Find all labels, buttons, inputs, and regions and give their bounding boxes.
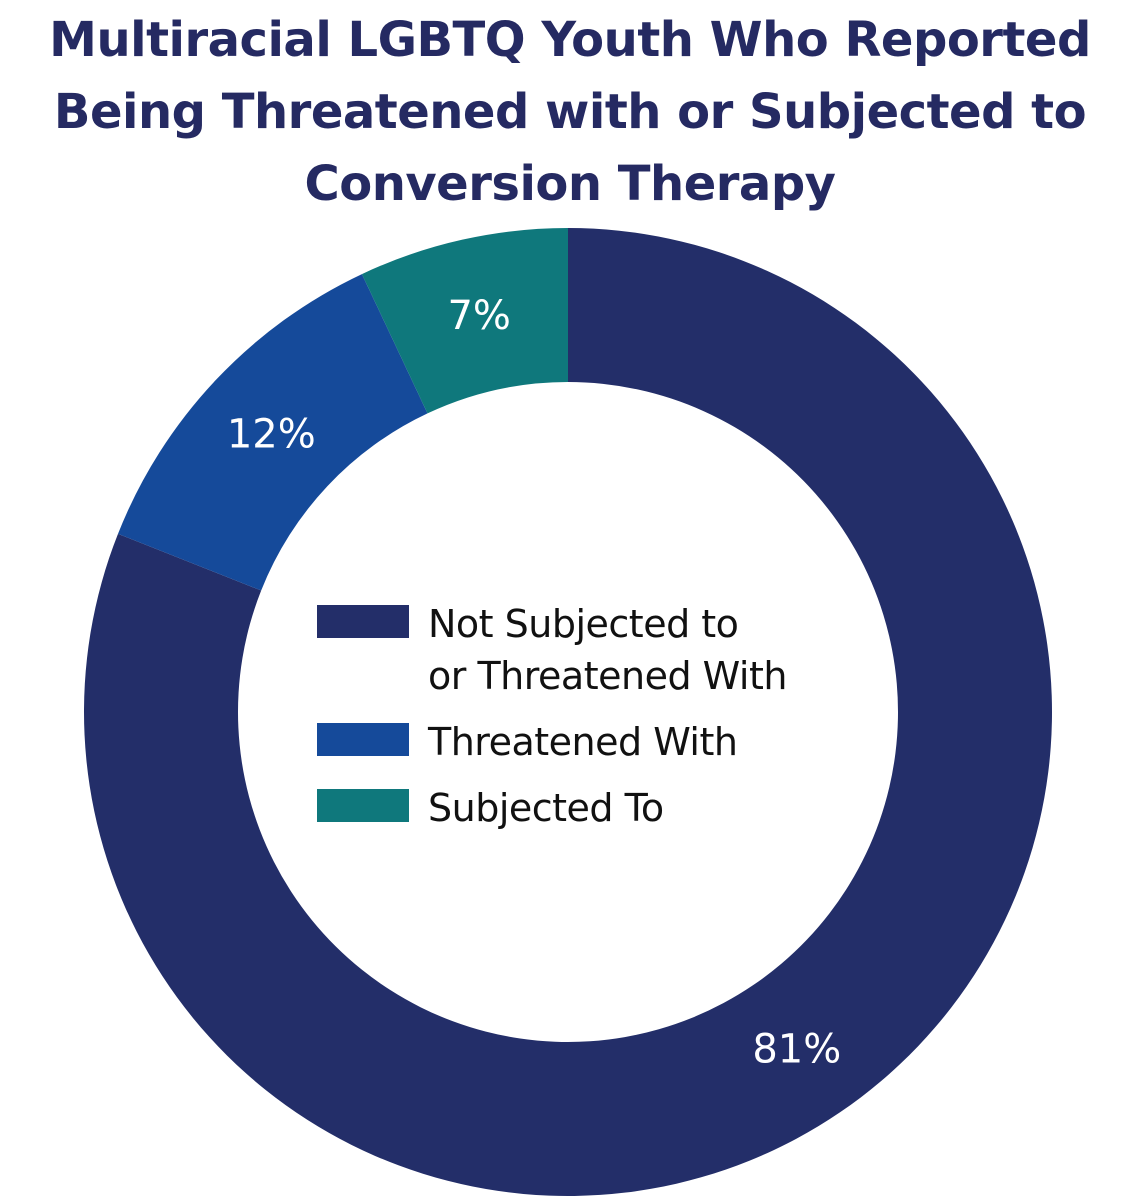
legend-label: Subjected To xyxy=(428,786,664,830)
legend-item-not-subjected: Not Subjected to or Threatened With xyxy=(317,598,787,702)
legend-swatch xyxy=(317,789,409,822)
donut-slice-0 xyxy=(83,228,1053,1196)
legend: Not Subjected to or Threatened With Threa… xyxy=(317,598,787,848)
legend-label: or Threatened With xyxy=(428,654,787,698)
legend-label: Not Subjected to xyxy=(428,602,739,646)
legend-swatch xyxy=(317,605,409,638)
chart-title: Multiracial LGBTQ Youth Who Reported Bei… xyxy=(49,12,1091,212)
donut-slice-2 xyxy=(361,228,568,414)
data-label: 81% xyxy=(752,1027,841,1073)
data-label: 12% xyxy=(227,411,316,457)
legend-item-threatened: Threatened With xyxy=(317,716,787,768)
data-label: 7% xyxy=(447,293,510,339)
legend-label: Threatened With xyxy=(428,720,738,764)
legend-swatch xyxy=(317,723,409,756)
legend-item-subjected: Subjected To xyxy=(317,782,787,834)
donut-slice-1 xyxy=(117,274,428,591)
